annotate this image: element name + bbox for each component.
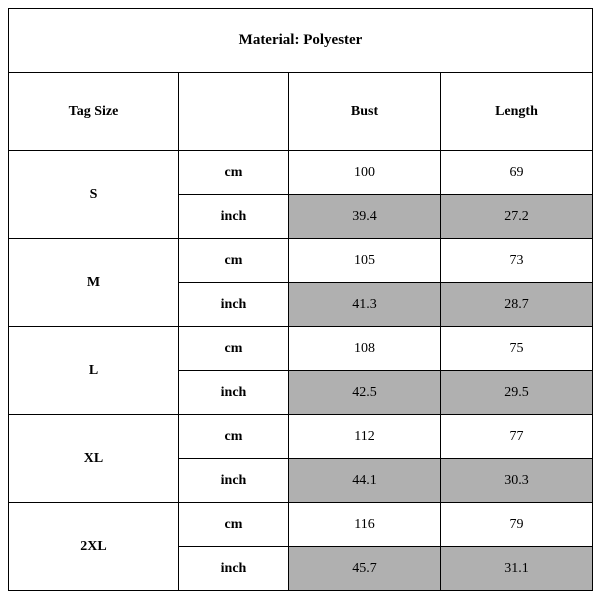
unit-cell-cm: cm (179, 239, 289, 283)
length-cm: 69 (441, 151, 593, 195)
bust-inch: 42.5 (289, 371, 441, 415)
length-cm: 75 (441, 327, 593, 371)
table-row: M cm 105 73 (9, 239, 593, 283)
table-title: Material: Polyester (9, 9, 593, 73)
unit-cell-inch: inch (179, 283, 289, 327)
bust-cm: 108 (289, 327, 441, 371)
tag-size-cell: L (9, 327, 179, 415)
unit-cell-inch: inch (179, 547, 289, 591)
bust-inch: 45.7 (289, 547, 441, 591)
unit-cell-inch: inch (179, 459, 289, 503)
length-inch: 31.1 (441, 547, 593, 591)
length-cm: 77 (441, 415, 593, 459)
unit-cell-inch: inch (179, 195, 289, 239)
table-row: S cm 100 69 (9, 151, 593, 195)
bust-cm: 112 (289, 415, 441, 459)
bust-inch: 41.3 (289, 283, 441, 327)
col-header-bust: Bust (289, 73, 441, 151)
bust-inch: 39.4 (289, 195, 441, 239)
col-header-empty (179, 73, 289, 151)
size-chart-table: Material: Polyester Tag Size Bust Length… (8, 8, 593, 591)
table-row: XL cm 112 77 (9, 415, 593, 459)
unit-cell-cm: cm (179, 503, 289, 547)
length-inch: 28.7 (441, 283, 593, 327)
tag-size-cell: M (9, 239, 179, 327)
unit-cell-cm: cm (179, 151, 289, 195)
tag-size-cell: 2XL (9, 503, 179, 591)
bust-cm: 105 (289, 239, 441, 283)
bust-cm: 116 (289, 503, 441, 547)
col-header-length: Length (441, 73, 593, 151)
length-cm: 73 (441, 239, 593, 283)
unit-cell-inch: inch (179, 371, 289, 415)
tag-size-cell: XL (9, 415, 179, 503)
unit-cell-cm: cm (179, 327, 289, 371)
bust-cm: 100 (289, 151, 441, 195)
length-cm: 79 (441, 503, 593, 547)
tag-size-cell: S (9, 151, 179, 239)
length-inch: 30.3 (441, 459, 593, 503)
table-row: L cm 108 75 (9, 327, 593, 371)
unit-cell-cm: cm (179, 415, 289, 459)
length-inch: 29.5 (441, 371, 593, 415)
table-row: 2XL cm 116 79 (9, 503, 593, 547)
length-inch: 27.2 (441, 195, 593, 239)
col-header-tag-size: Tag Size (9, 73, 179, 151)
bust-inch: 44.1 (289, 459, 441, 503)
